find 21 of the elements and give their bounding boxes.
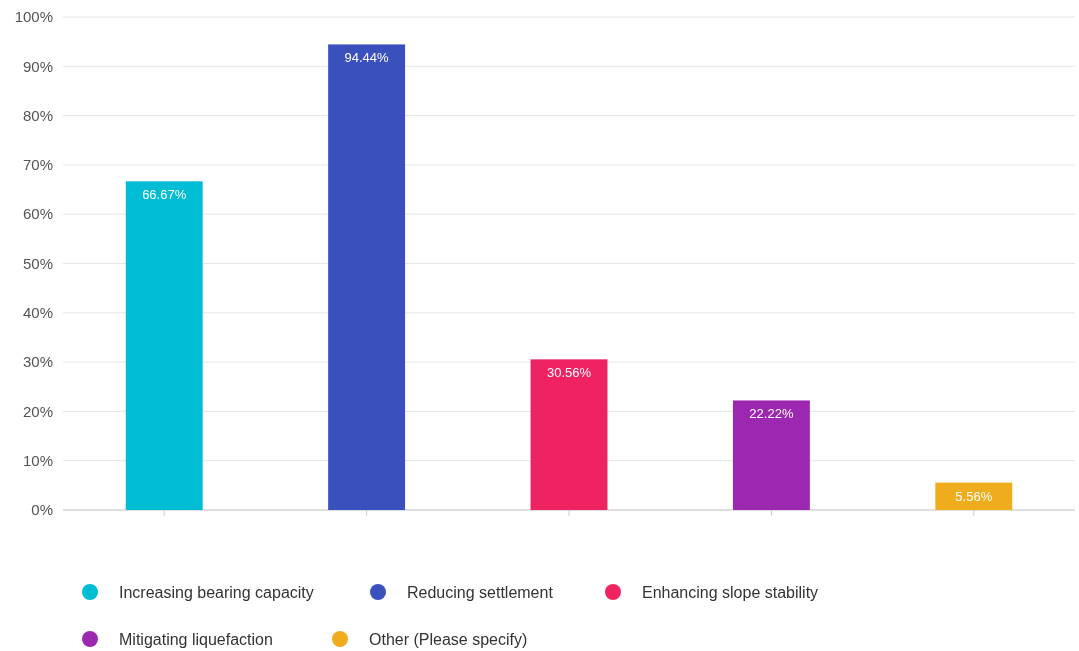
y-tick-label: 10% (22, 451, 53, 469)
y-tick-label: 40% (22, 304, 53, 322)
legend-label: Reducing settlement (407, 583, 554, 601)
data-label: 94.44% (344, 50, 390, 66)
data-label: 22.22% (749, 406, 794, 422)
y-tick-label: 80% (22, 106, 53, 124)
y-tick-label: 60% (22, 205, 53, 223)
data-label: 66.67% (142, 187, 187, 203)
y-tick-label: 0% (31, 501, 53, 519)
data-label: 30.56% (546, 365, 592, 381)
y-tick-label: 90% (22, 57, 53, 75)
y-tick-label: 70% (22, 156, 53, 174)
legend-label: Other (Please specify) (369, 630, 528, 648)
data-label: 5.56% (955, 488, 993, 504)
y-tick-label: 30% (22, 353, 53, 371)
legend-label: Mitigating liquefaction (119, 630, 273, 648)
legend-label: Increasing bearing capacity (119, 583, 314, 601)
legend-label: Enhancing slope stability (642, 583, 819, 601)
y-tick-label: 20% (22, 402, 53, 420)
y-tick-label: 100% (14, 8, 53, 26)
y-tick-label: 50% (22, 254, 53, 272)
